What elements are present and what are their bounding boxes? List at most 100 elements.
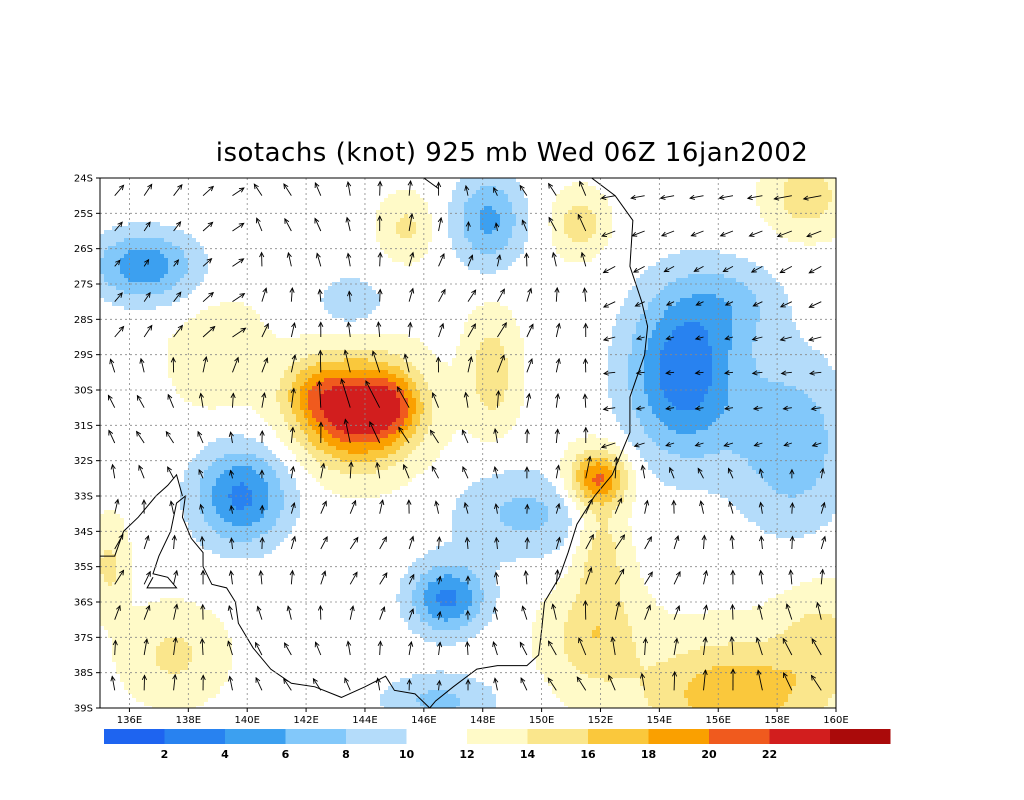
colorbar-label: 6 <box>282 748 290 761</box>
wind-arrow <box>463 391 469 408</box>
wind-arrow <box>438 322 445 338</box>
wind-arrow <box>379 499 385 514</box>
lat-tick-label: 30S <box>74 386 93 397</box>
wind-arrow <box>136 394 145 408</box>
wind-arrow <box>402 463 410 479</box>
wind-arrow <box>289 569 295 585</box>
wind-arrow <box>316 380 323 408</box>
wind-arrow <box>261 287 268 302</box>
wind-arrow <box>583 426 589 444</box>
wind-arrow <box>820 535 827 550</box>
wind-arrow <box>633 442 645 448</box>
wind-arrow <box>232 222 245 232</box>
wind-arrow <box>580 251 587 267</box>
wind-arrow <box>523 569 529 585</box>
wind-arrow <box>703 604 709 620</box>
wind-arrow <box>728 500 734 514</box>
lat-tick-label: 26S <box>74 244 93 255</box>
wind-arrow <box>582 358 589 373</box>
wind-arrow <box>492 641 498 656</box>
wind-arrow <box>465 221 471 232</box>
wind-arrow <box>671 499 677 514</box>
wind-arrow <box>634 301 645 307</box>
lat-tick-label: 36S <box>74 598 93 609</box>
wind-arrow <box>436 575 442 585</box>
wind-arrow <box>112 639 118 656</box>
lat-tick-label: 38S <box>74 668 93 679</box>
wind-arrow <box>673 535 680 550</box>
wind-arrow <box>465 575 471 585</box>
wind-arrow <box>758 501 764 514</box>
wind-arrow <box>143 183 153 196</box>
wind-arrow <box>320 462 326 479</box>
wind-arrow <box>730 668 736 691</box>
wind-arrow <box>694 441 704 447</box>
wind-arrow <box>259 504 265 514</box>
wind-arrow <box>261 392 267 408</box>
wind-arrow <box>493 503 500 514</box>
wind-arrow <box>199 637 205 656</box>
colorbar-label: 10 <box>399 748 415 761</box>
wind-arrow <box>493 571 500 585</box>
wind-arrow <box>349 605 355 620</box>
wind-arrow <box>752 301 763 307</box>
colorbar-label: 18 <box>641 748 656 761</box>
wind-arrow <box>788 569 794 585</box>
wind-arrow <box>673 570 681 585</box>
wind-arrow <box>521 605 528 620</box>
wind-arrow <box>582 287 588 302</box>
wind-arrow <box>169 500 175 514</box>
wind-arrow <box>750 265 763 273</box>
wind-arrow <box>462 466 469 479</box>
colorbar-swatch <box>709 729 770 744</box>
wind-arrow <box>719 230 734 237</box>
lon-tick-label: 154E <box>647 715 672 726</box>
wind-arrow <box>290 354 297 373</box>
wind-arrow <box>467 323 476 338</box>
wind-arrow <box>585 533 594 550</box>
wind-arrow <box>526 392 532 408</box>
wind-arrow <box>107 394 116 408</box>
wind-arrow <box>136 430 145 444</box>
wind-arrow <box>665 300 675 306</box>
wind-arrow <box>429 429 439 444</box>
colorbar-swatch <box>467 729 528 744</box>
wind-arrow <box>727 467 734 479</box>
wind-arrow <box>730 603 736 620</box>
wind-arrow <box>284 217 292 232</box>
wind-arrow <box>343 349 351 373</box>
wind-arrow <box>614 600 621 620</box>
wind-arrow <box>165 430 174 444</box>
wind-arrow <box>555 536 561 550</box>
wind-arrow <box>602 336 616 342</box>
wind-arrow <box>494 222 500 232</box>
wind-arrow <box>497 322 507 338</box>
wind-arrow <box>702 636 708 656</box>
wind-arrow <box>198 392 204 408</box>
wind-arrow <box>290 387 296 408</box>
wind-arrow <box>695 300 704 306</box>
wind-arrow <box>610 636 616 656</box>
wind-arrow <box>602 370 616 376</box>
lat-tick-label: 24S <box>74 174 93 185</box>
wind-arrow <box>253 183 263 196</box>
wind-arrow <box>583 322 589 338</box>
wind-arrow <box>780 370 792 376</box>
wind-arrow <box>290 501 296 514</box>
wind-arrow <box>524 252 530 267</box>
wind-arrow <box>815 601 822 620</box>
wind-arrow <box>315 252 322 267</box>
wind-arrow <box>723 370 734 376</box>
wind-arrow <box>114 498 120 514</box>
wind-arrow <box>346 640 352 656</box>
wind-arrow <box>379 536 387 550</box>
wind-arrow <box>519 641 528 656</box>
wind-arrow <box>729 534 735 550</box>
wind-arrow <box>377 180 383 196</box>
wind-arrow <box>493 677 499 691</box>
lat-tick-label: 25S <box>74 209 93 220</box>
wind-arrow <box>578 637 587 656</box>
wind-arrow <box>377 215 383 232</box>
wind-arrow <box>255 676 263 691</box>
wind-arrow <box>172 673 178 691</box>
